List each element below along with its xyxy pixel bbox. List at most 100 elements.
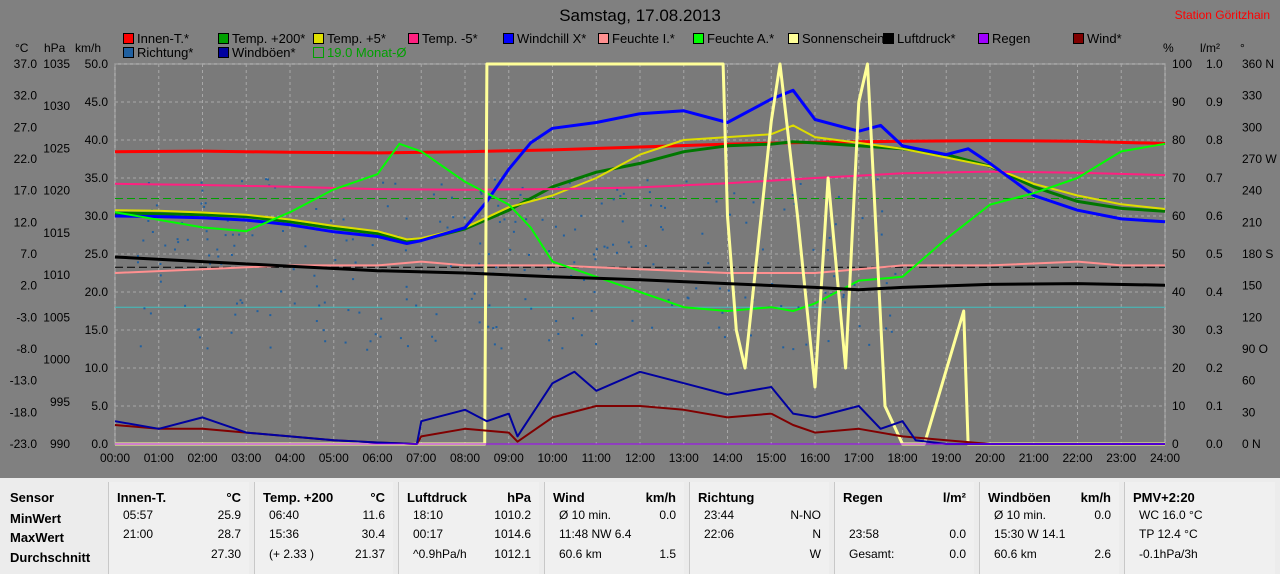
- direction-point: [595, 248, 598, 251]
- legend-swatch: [313, 47, 324, 58]
- direction-point: [664, 206, 667, 209]
- stats-cell-value: 21.37: [354, 547, 385, 561]
- stats-box-temp-200: Temp. +200 °C 06:40 11.6 15:36 30.4 (+ 2.33 ) 2…: [254, 482, 393, 574]
- direction-point: [793, 202, 796, 205]
- series-temp-5: [114, 170, 1166, 191]
- direction-point: [267, 178, 270, 181]
- direction-point: [727, 289, 730, 292]
- direction-point: [718, 287, 721, 290]
- legend-item-richtung: Richtung*: [123, 46, 193, 60]
- stats-box-title: Luftdruck: [407, 490, 467, 505]
- unit-hpa: hPa: [44, 41, 66, 55]
- stats-box-pmv-2-20: PMV+2:20 WC 16.0 °C TP 12.4 °C -0.1hPa/3h: [1124, 482, 1275, 574]
- tick-label-wind: 35.0: [85, 171, 109, 185]
- direction-point: [881, 210, 884, 213]
- direction-point: [196, 328, 199, 331]
- tick-label-x: 13:00: [669, 451, 699, 465]
- direction-point: [354, 261, 357, 264]
- direction-point: [358, 311, 361, 314]
- direction-point: [791, 194, 794, 197]
- direction-point: [498, 220, 501, 223]
- direction-point: [580, 334, 583, 337]
- tick-label-wind: 40.0: [85, 133, 109, 147]
- tick-label-pressure: 1005: [43, 310, 70, 324]
- tick-label-x: 20:00: [975, 451, 1005, 465]
- tick-label-x: 12:00: [625, 451, 655, 465]
- stats-box-title: Richtung: [698, 490, 755, 505]
- tick-label-direction: 360 N: [1242, 57, 1274, 71]
- direction-point: [405, 298, 408, 301]
- direction-point: [889, 314, 892, 317]
- direction-point: [186, 238, 189, 241]
- legend-swatch: [503, 33, 514, 44]
- direction-point: [281, 229, 284, 232]
- direction-point: [473, 292, 476, 295]
- stats-box-regen: Regen l/m² 23:58 0.0 Gesamt: 0.0: [834, 482, 974, 574]
- direction-point: [488, 304, 491, 307]
- direction-point: [826, 249, 829, 252]
- stats-cell-left: 06:40: [269, 508, 300, 522]
- tick-label-temp: 12.0: [14, 215, 38, 229]
- legend-label: Wind*: [1087, 31, 1122, 46]
- direction-point: [313, 274, 316, 277]
- unit-degree: °: [1240, 41, 1245, 55]
- stats-cell-left: WC 16.0 °C: [1139, 508, 1203, 522]
- tick-label-temp: -3.0: [16, 310, 37, 324]
- direction-point: [525, 218, 528, 221]
- direction-point: [147, 219, 150, 222]
- direction-point: [833, 275, 836, 278]
- direction-point: [139, 345, 142, 348]
- tick-label-humidity: 40: [1172, 285, 1186, 299]
- tick-label-wind: 5.0: [91, 399, 108, 413]
- direction-point: [509, 248, 512, 251]
- direction-point: [440, 183, 443, 186]
- direction-point: [369, 340, 372, 343]
- direction-point: [404, 249, 407, 252]
- direction-point: [541, 218, 544, 221]
- tick-label-x: 17:00: [844, 451, 874, 465]
- direction-point: [177, 241, 180, 244]
- legend-label: Luftdruck*: [897, 31, 956, 46]
- stats-cell-value: 11.6: [362, 508, 385, 522]
- direction-point: [366, 348, 369, 351]
- tick-label-wind: 0.0: [91, 437, 108, 451]
- direction-point: [478, 321, 481, 324]
- direction-point: [142, 239, 145, 242]
- direction-point: [493, 343, 496, 346]
- tick-label-pressure: 995: [50, 395, 70, 409]
- direction-point: [480, 192, 483, 195]
- stats-cell-value: 1012.1: [494, 547, 531, 561]
- direction-point: [315, 285, 318, 288]
- direction-point: [573, 261, 576, 264]
- legend-item-temp-200: Temp. +200*: [218, 32, 305, 46]
- direction-point: [646, 179, 649, 182]
- direction-point: [695, 287, 698, 290]
- direction-point: [715, 200, 718, 203]
- stats-cell-value: 25.9: [217, 508, 241, 522]
- tick-label-humidity: 70: [1172, 171, 1186, 185]
- direction-point: [799, 182, 802, 185]
- direction-point: [293, 302, 296, 305]
- direction-point: [206, 238, 209, 241]
- direction-point: [503, 218, 506, 221]
- direction-point: [590, 309, 593, 312]
- direction-point: [352, 278, 355, 281]
- row-label-sensor: Sensor: [10, 490, 55, 505]
- direction-point: [644, 244, 647, 247]
- stats-box-title: Regen: [843, 490, 883, 505]
- direction-point: [159, 280, 162, 283]
- direction-point: [824, 301, 827, 304]
- direction-point: [432, 193, 435, 196]
- direction-point: [324, 340, 327, 343]
- direction-point: [686, 296, 689, 299]
- tick-label-humidity: 90: [1172, 95, 1186, 109]
- direction-point: [318, 304, 321, 307]
- tick-label-direction: 0 N: [1242, 437, 1261, 451]
- direction-point: [521, 186, 524, 189]
- legend-label: Regen: [992, 31, 1031, 46]
- legend-label: Temp. +5*: [327, 31, 386, 46]
- direction-point: [238, 233, 241, 236]
- tick-label-x: 24:00: [1150, 451, 1180, 465]
- series-feuchte-i: [114, 260, 1165, 274]
- direction-point: [323, 301, 326, 304]
